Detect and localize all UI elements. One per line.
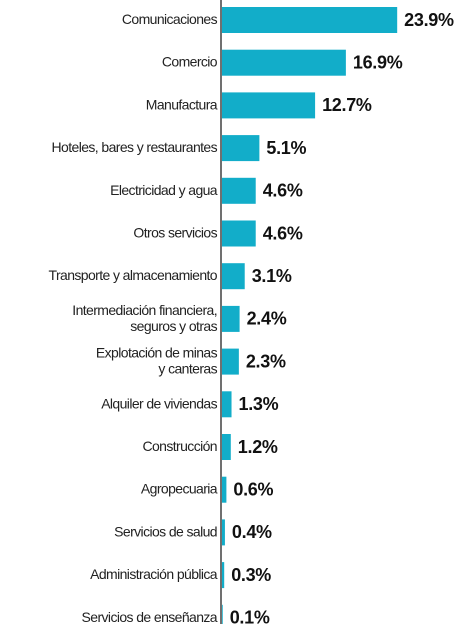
bar	[222, 92, 316, 119]
value-label: 0.1%	[230, 608, 270, 624]
bar	[222, 135, 260, 162]
category-label: Comunicaciones	[122, 11, 218, 27]
category-label: Explotación de minas y canteras	[96, 344, 218, 376]
category-label: Construcción	[142, 438, 217, 454]
category-label: Manufactura	[146, 96, 218, 112]
category-label: Administración pública	[90, 566, 218, 582]
value-label: 1.3%	[239, 394, 279, 414]
bar	[222, 220, 256, 247]
bar	[222, 519, 225, 546]
bar	[222, 476, 227, 503]
category-label: Hoteles, bares y restaurantes	[52, 139, 218, 155]
category-label: Comercio	[162, 53, 218, 69]
category-label: Transporte y almacenamiento	[49, 267, 218, 283]
bar	[222, 604, 223, 624]
bar	[222, 391, 232, 418]
category-label: Agropecuaria	[141, 480, 218, 496]
bar	[222, 562, 225, 589]
value-label: 4.6%	[263, 181, 303, 201]
bar	[222, 177, 256, 204]
bar	[222, 305, 240, 332]
value-label: 2.3%	[246, 351, 286, 371]
category-label: Intermediación financiera, seguros y otra…	[72, 302, 217, 334]
value-label: 16.9%	[353, 52, 403, 72]
value-label: 2.4%	[247, 309, 287, 329]
category-label: Electricidad y agua	[110, 182, 218, 198]
value-label: 1.2%	[238, 437, 278, 457]
value-label: 4.6%	[263, 223, 303, 243]
value-label: 0.6%	[233, 479, 273, 499]
bar	[222, 348, 239, 375]
category-label: Otros servicios	[133, 224, 217, 240]
category-label: Servicios de enseñanza	[82, 609, 218, 624]
value-label: 23.9%	[404, 10, 454, 30]
value-label: 0.4%	[232, 522, 272, 542]
value-label: 5.1%	[266, 138, 306, 158]
category-label: Servicios de salud	[114, 523, 217, 539]
category-label: Alquiler de viviendas	[101, 395, 217, 411]
value-label: 12.7%	[322, 95, 372, 115]
value-label: 0.3%	[231, 565, 271, 585]
bar	[222, 263, 245, 290]
value-label: 3.1%	[252, 266, 292, 286]
bar	[222, 7, 398, 33]
bar	[222, 434, 231, 460]
bar	[222, 49, 346, 76]
